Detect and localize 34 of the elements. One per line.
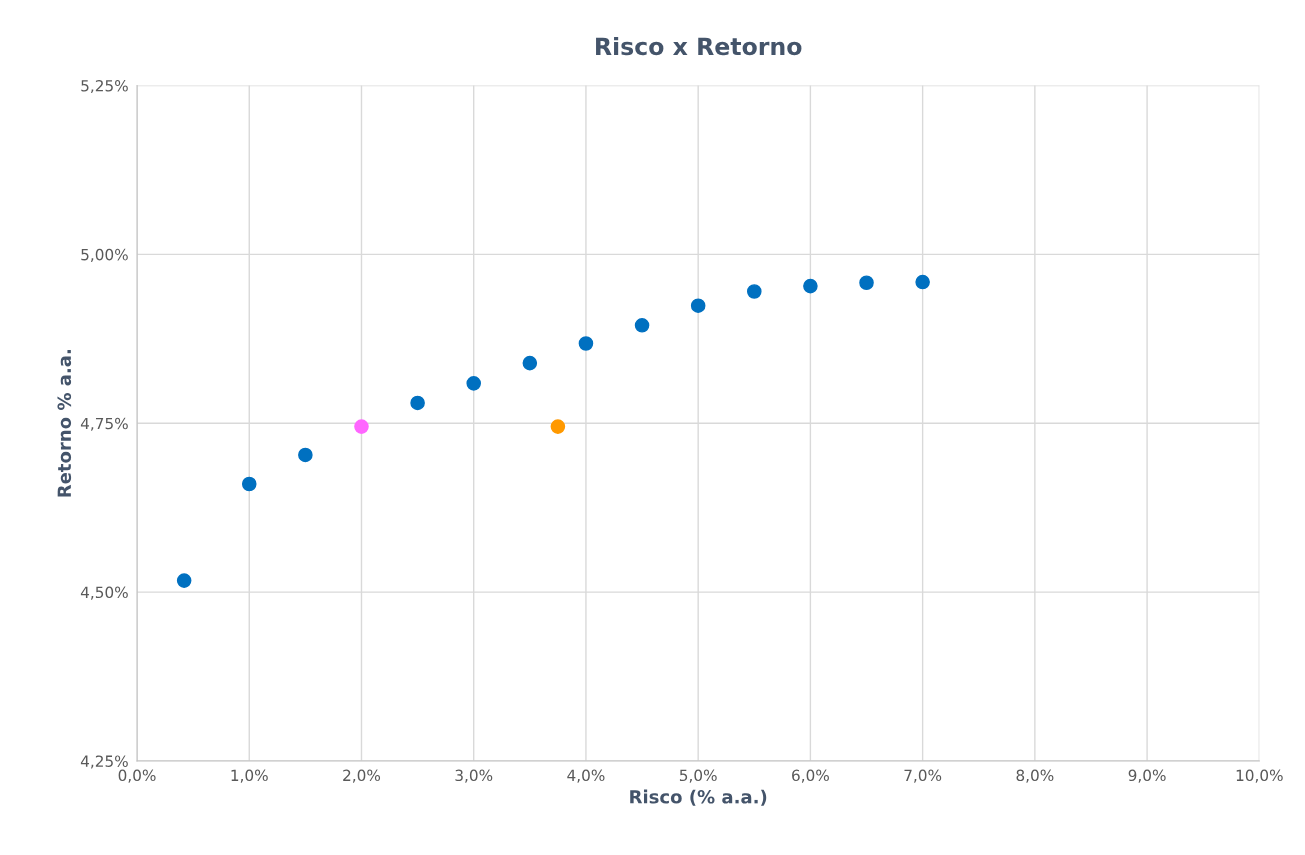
point [354, 419, 369, 434]
x-tick-label: 2,0% [343, 769, 381, 783]
point [915, 274, 930, 290]
point [859, 275, 874, 291]
point [410, 395, 425, 411]
x-tick-label: 4,0% [567, 769, 605, 783]
x-tick-label: 0,0% [118, 769, 156, 783]
point [466, 376, 481, 391]
point [550, 419, 566, 434]
x-tick-label: 10,0% [1236, 769, 1283, 783]
chart-title: Risco x Retorno [596, 37, 802, 56]
x-tick-label: 6,0% [792, 769, 829, 783]
x-tick-label: 7,0% [904, 769, 942, 783]
x-tick-label: 8,0% [1016, 769, 1054, 783]
y-tick-label: 4,25% [80, 755, 128, 769]
point [176, 573, 192, 588]
point [747, 284, 762, 299]
point [298, 447, 313, 463]
point [690, 298, 706, 313]
point [634, 318, 650, 333]
point [578, 336, 594, 351]
x-tick-label: 1,0% [231, 769, 268, 783]
point [803, 278, 818, 294]
x-tick-label: 3,0% [455, 769, 493, 783]
x-tick-label: 5,0% [679, 769, 717, 783]
y-tick-label: 4,50% [80, 586, 128, 600]
y-tick-label: 4,75% [80, 417, 128, 431]
y-tick-label: 5,00% [81, 248, 128, 262]
x-tick-label: 9,0% [1128, 769, 1166, 783]
point [522, 355, 538, 371]
point [241, 476, 257, 492]
y-tick-label: 5,25% [81, 79, 128, 94]
x-axis-title: Risco (% a.a.) [630, 789, 767, 806]
y-axis-title: Retorno % a.a. [57, 350, 72, 497]
